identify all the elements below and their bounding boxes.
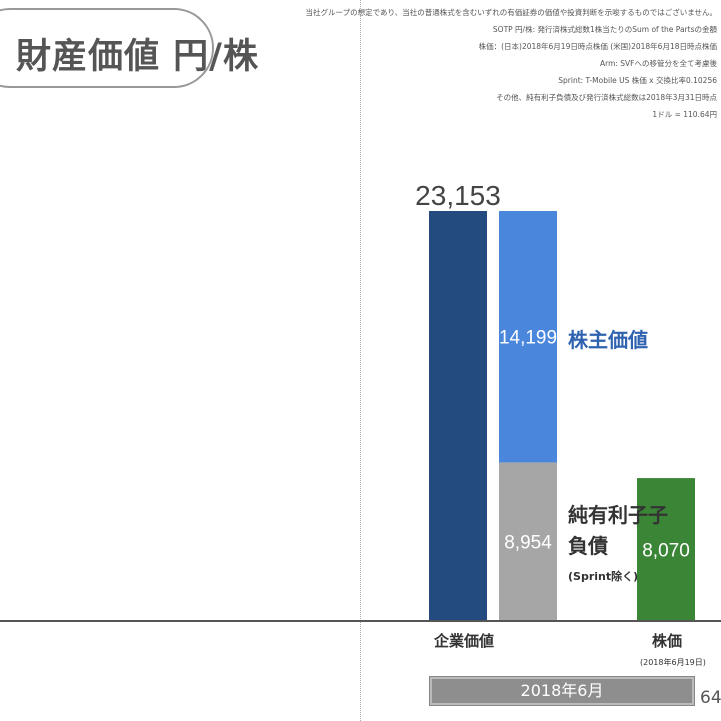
divider xyxy=(360,0,361,721)
page-number: 64 xyxy=(700,688,721,708)
debt-note: (Sprint除く) xyxy=(568,570,639,583)
label-share-price: 8,070 xyxy=(642,541,690,562)
bar-equity-value xyxy=(499,211,557,463)
note: 株価：(日本)2018年6月19日時点株価 (米国)2018年6月18日時点株価 xyxy=(478,42,717,51)
x-axis xyxy=(0,620,721,622)
note: SOTP 円/株: 発行済株式総数1株当たりのSum of the Partsの… xyxy=(492,25,717,34)
debt-label-2: 負債 xyxy=(568,534,608,558)
bar-net-debt xyxy=(499,462,557,621)
price-label: 株価 xyxy=(652,632,683,650)
note: 1ドル = 110.64円 xyxy=(652,110,717,119)
bar-enterprise-value xyxy=(429,211,487,621)
note: Sprint: T-Mobile US 株価 x 交換比率0.10256 xyxy=(558,76,717,85)
page-title: 財産価値 円/株 xyxy=(16,37,259,77)
price-date: (2018年6月19日) xyxy=(640,658,706,667)
ev-label: 企業価値 xyxy=(434,632,495,650)
notes: 当社グループの想定であり、当社の普通株式を含むいずれの有価証券の価値や投資判断を… xyxy=(306,4,717,123)
note: その他、純有利子負債及び発行済株式総数は2018年3月31日時点 xyxy=(496,93,717,102)
note: Arm: SVFへの移管分を全て考慮後 xyxy=(599,59,717,68)
equity-label: 株主価値 xyxy=(568,328,648,352)
label-equity-value: 14,199 xyxy=(499,328,557,349)
title-box: 財産価値 円/株 xyxy=(0,8,258,88)
note: 当社グループの想定であり、当社の普通株式を含むいずれの有価証券の価値や投資判断を… xyxy=(305,8,717,17)
debt-label: 純有利子子 xyxy=(568,503,668,527)
bar-share-price xyxy=(637,478,695,621)
label-net-debt: 8,954 xyxy=(504,533,552,554)
label-enterprise-value: 23,153 xyxy=(415,180,501,211)
period-bar: 2018年6月 xyxy=(429,676,695,706)
